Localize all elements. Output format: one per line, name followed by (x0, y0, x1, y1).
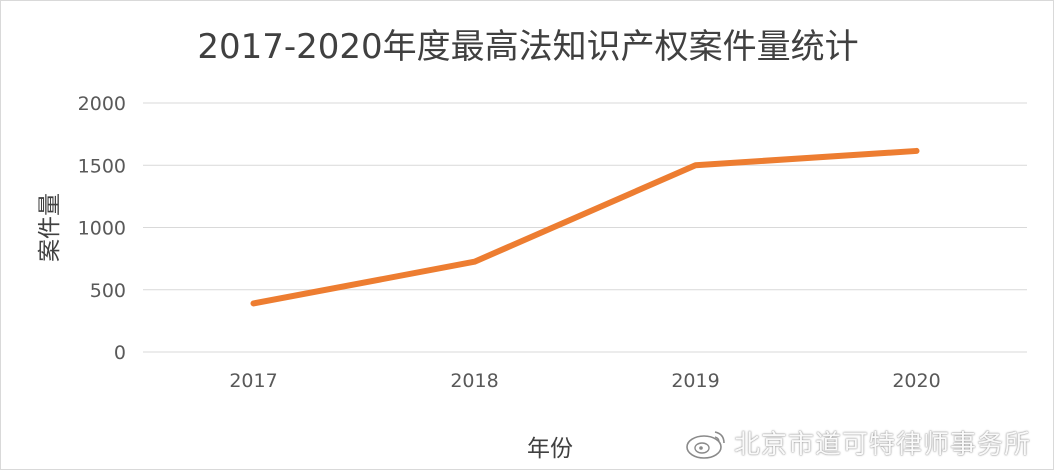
y-tick-label: 0 (114, 342, 126, 364)
y-tick-label: 1500 (78, 155, 126, 177)
y-tick-label: 500 (90, 280, 126, 302)
chart-title: 2017-2020年度最高法知识产权案件量统计 (197, 27, 858, 67)
gridlines (143, 102, 1027, 353)
series-group (250, 147, 920, 307)
x-tick-label: 2020 (892, 370, 940, 392)
x-tick-label: 2019 (671, 370, 719, 392)
y-axis-ticks: 0 500 1000 1500 2000 (78, 93, 126, 364)
y-tick-label: 1000 (78, 218, 126, 240)
x-axis-label: 年份 (527, 436, 573, 462)
weibo-icon (686, 430, 725, 459)
y-tick-label: 2000 (78, 93, 126, 115)
x-tick-label: 2017 (229, 370, 277, 392)
watermark: 北京市道可特律师事务所 (684, 424, 1031, 461)
watermark-text: 北京市道可特律师事务所 (734, 430, 1032, 460)
x-axis-ticks: 2017 2018 2019 2020 (229, 370, 940, 392)
series-line (250, 147, 920, 307)
y-axis-label: 案件量 (37, 193, 63, 262)
x-tick-label: 2018 (450, 370, 498, 392)
